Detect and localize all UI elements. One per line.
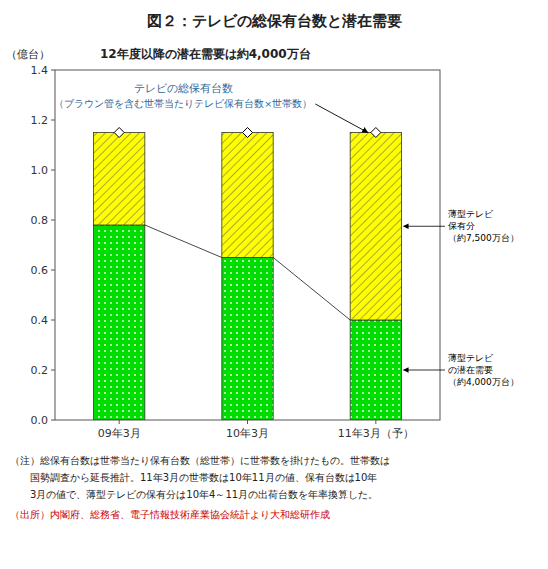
y-axis-label: （億台）	[6, 48, 50, 61]
x-tick-label: 11年3月（予）	[338, 427, 414, 440]
annotation-arrow	[404, 226, 446, 227]
y-tick-label: 0.6	[31, 264, 49, 277]
x-tick	[247, 420, 248, 424]
text-line: 保有分	[448, 221, 475, 231]
connector-line	[145, 225, 222, 258]
plot-area	[94, 128, 402, 421]
diamond-marker	[243, 128, 253, 138]
x-tick	[375, 420, 376, 424]
diamond-marker	[114, 128, 124, 138]
bar-segment	[222, 133, 273, 258]
y-tick-label: 0.4	[31, 314, 49, 327]
y-tick-label: 0.8	[31, 214, 49, 227]
y-tick	[51, 320, 55, 321]
text-line: の潜在需要	[448, 365, 493, 375]
y-tick-label: 1.4	[31, 64, 49, 77]
title: 図２：テレビの総保有台数と潜在需要	[147, 12, 402, 30]
note: （出所）内閣府、総務省、電子情報技術産業協会統計より大和総研作成	[10, 509, 330, 520]
y-tick	[51, 270, 55, 271]
y-tick	[51, 370, 55, 371]
y-tick	[51, 70, 55, 71]
bar-segment	[94, 225, 145, 420]
bar-segment	[222, 258, 273, 421]
y-tick-label: 0.2	[31, 364, 49, 377]
side-annotation: 薄型テレビ保有分 （約7,500万台）	[448, 209, 519, 243]
annotation-arrow	[404, 370, 446, 371]
text-line: 薄型テレビ	[448, 353, 494, 363]
note: （注）総保有台数は世帯当たり保有台数（総世帯）に世帯数を掛けたもの。世帯数は	[10, 455, 390, 466]
diamond-marker	[371, 128, 381, 138]
y-tick	[51, 420, 55, 421]
text-line: 薄型テレビ	[448, 209, 494, 219]
subtitle: 12年度以降の潜在需要は約4,000万台	[100, 47, 311, 61]
bar-segment	[350, 133, 401, 321]
y-tick	[51, 170, 55, 171]
note: 3月の値で、薄型テレビの保有分は10年4～11月の出荷台数を年率換算した。	[10, 489, 378, 500]
side-annotation: 薄型テレビの潜在需要 （約4,000万台）	[448, 353, 519, 387]
bar-segment	[94, 133, 145, 226]
text-line: （約4,000万台）	[448, 377, 519, 387]
bar-segment	[350, 320, 401, 420]
chart: 図２：テレビの総保有台数と潜在需要 12年度以降の潜在需要は約4,000万台 （億台…	[0, 0, 548, 569]
plot-frame	[55, 70, 440, 420]
x-tick-label: 09年3月	[98, 427, 141, 440]
x-tick	[119, 420, 120, 424]
callout-title: テレビの総保有台数	[134, 82, 233, 95]
x-axis: 09年3月 10年3月 11年3月（予）	[98, 420, 414, 440]
text-line: （約7,500万台）	[448, 233, 519, 243]
y-axis: 0.0 0.2 0.4 0.6 0.8 1.0 1.2 1.4	[31, 64, 56, 427]
y-tick-label: 1.0	[31, 164, 49, 177]
x-tick-label: 10年3月	[226, 427, 269, 440]
callout-arrow	[315, 104, 368, 133]
note: 国勢調査から延長推計。11年3月の世帯数は10年11月の値、保有台数は10年	[10, 472, 377, 483]
y-tick-label: 0.0	[31, 414, 49, 427]
notes: （注）総保有台数は世帯当たり保有台数（総世帯）に世帯数を掛けたもの。世帯数は 国…	[10, 455, 390, 520]
y-tick-label: 1.2	[31, 114, 49, 127]
connector-line	[273, 258, 350, 321]
y-tick	[51, 220, 55, 221]
annotations: テレビの総保有台数 （ブラウン管を含む世帯当たりテレビ保有台数×世帯数） 薄型テレビ…	[54, 82, 518, 387]
callout-subtitle: （ブラウン管を含む世帯当たりテレビ保有台数×世帯数）	[54, 98, 312, 109]
y-tick	[51, 120, 55, 121]
